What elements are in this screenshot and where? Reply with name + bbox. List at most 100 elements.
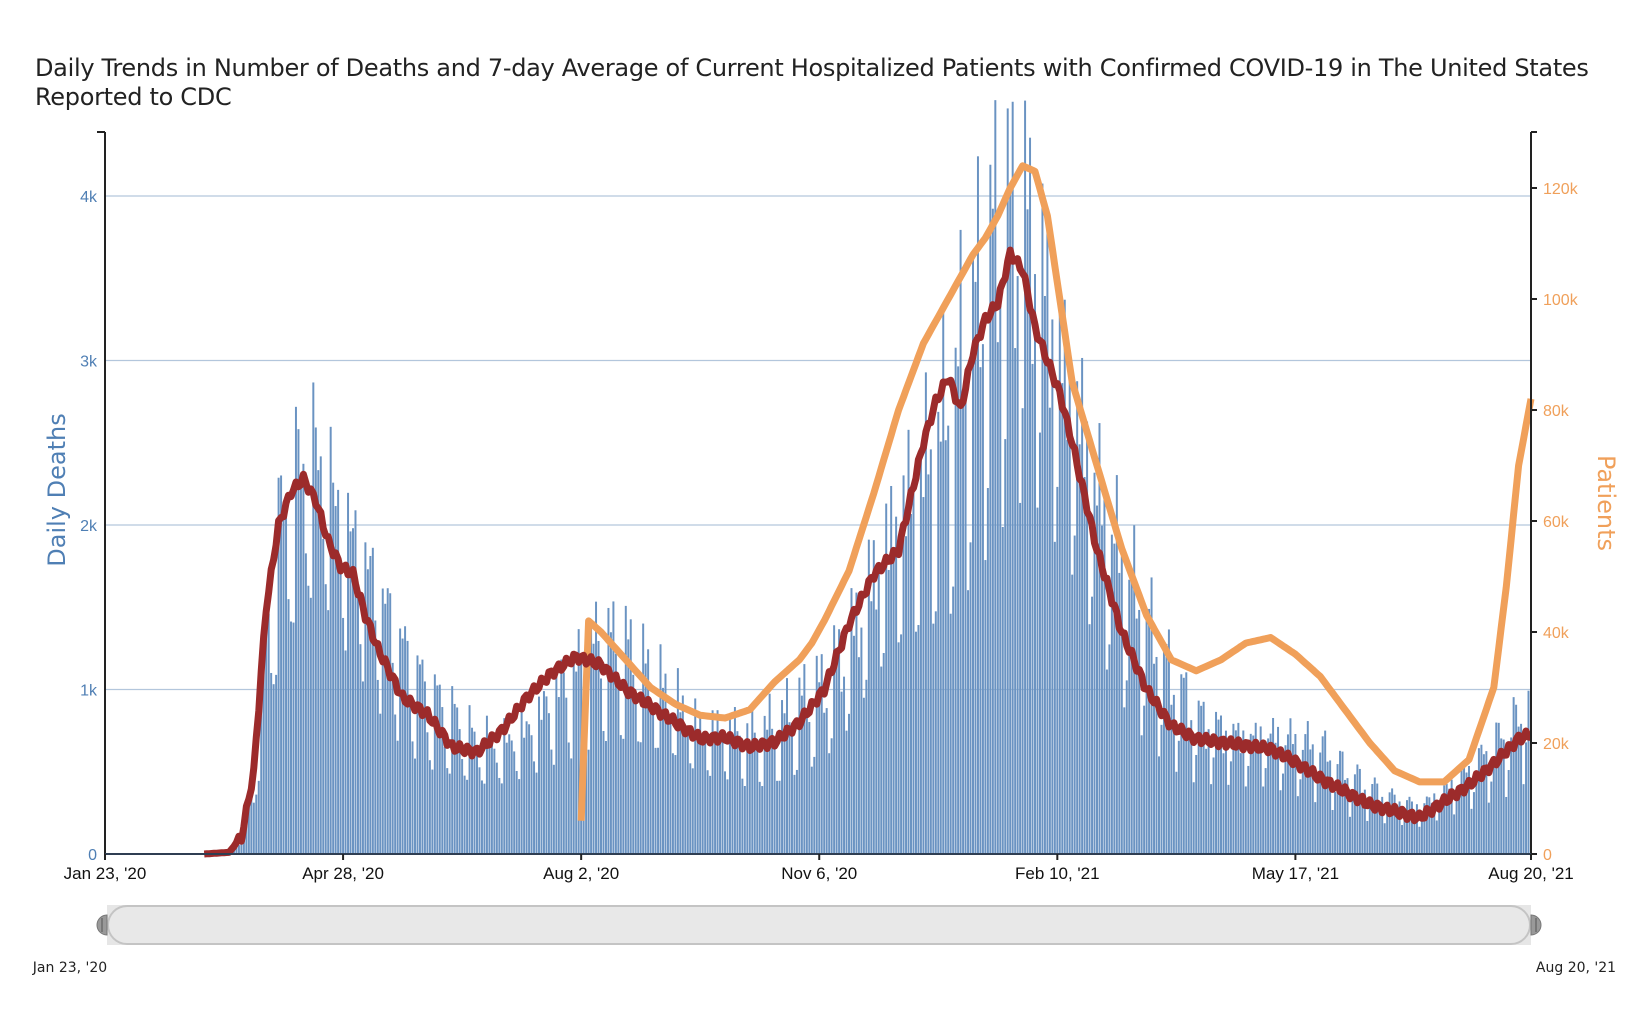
bar-daily-deaths — [1034, 274, 1036, 854]
bar-daily-deaths — [562, 672, 565, 854]
bar-daily-deaths — [270, 672, 273, 854]
bar-daily-deaths — [773, 737, 776, 854]
bar-daily-deaths — [1088, 624, 1091, 854]
bar-daily-deaths — [984, 560, 987, 854]
bar-daily-deaths — [654, 747, 657, 854]
bar-daily-deaths — [912, 478, 915, 854]
bar-daily-deaths — [567, 742, 570, 854]
bar-daily-deaths — [964, 384, 967, 854]
bar-daily-deaths — [783, 713, 786, 854]
bar-daily-deaths — [1344, 779, 1346, 854]
y-right-tick-label: 80k — [1543, 403, 1570, 420]
bar-daily-deaths — [1053, 541, 1056, 854]
bar-daily-deaths — [590, 627, 593, 854]
y-left-tick-label: 0 — [88, 847, 97, 864]
bar-daily-deaths — [684, 727, 687, 854]
bar-daily-deaths — [939, 441, 942, 854]
bar-daily-deaths — [1177, 740, 1180, 854]
bar-daily-deaths — [294, 406, 297, 854]
bar-daily-deaths — [1425, 796, 1428, 854]
bar-daily-deaths — [312, 382, 315, 854]
bar-daily-deaths — [371, 547, 374, 854]
bar-daily-deaths — [1036, 507, 1039, 854]
bar-daily-deaths — [922, 497, 925, 854]
bar-daily-deaths — [498, 777, 501, 854]
bar-daily-deaths — [778, 780, 781, 854]
bar-daily-deaths — [885, 503, 888, 854]
bar-daily-deaths — [989, 164, 992, 855]
bar-daily-deaths — [503, 718, 506, 854]
bar-daily-deaths — [629, 619, 632, 854]
bar-daily-deaths — [800, 695, 803, 854]
bar-daily-deaths — [1024, 100, 1027, 855]
bar-daily-deaths — [416, 655, 419, 854]
bar-daily-deaths — [309, 597, 312, 854]
bar-daily-deaths — [860, 627, 863, 854]
bar-daily-deaths — [282, 513, 285, 854]
bar-daily-deaths — [1242, 730, 1245, 854]
x-tick-label: Apr 28, '20 — [302, 864, 384, 883]
bar-daily-deaths — [1420, 814, 1423, 854]
bar-daily-deaths — [1227, 784, 1230, 854]
bar-daily-deaths — [1396, 808, 1399, 854]
bar-daily-deaths — [570, 758, 573, 854]
bar-daily-deaths — [453, 703, 456, 854]
bar-daily-deaths — [1304, 734, 1307, 854]
bar-daily-deaths — [790, 730, 793, 854]
bar-daily-deaths — [1339, 750, 1342, 854]
bar-daily-deaths — [1448, 788, 1451, 854]
bar-daily-deaths — [1217, 719, 1220, 854]
bar-daily-deaths — [317, 470, 320, 854]
bar-daily-deaths — [344, 650, 347, 854]
bar-daily-deaths — [1388, 792, 1391, 854]
bar-daily-deaths — [669, 720, 672, 854]
y-right-tick-label: 0 — [1543, 847, 1552, 864]
bar-daily-deaths — [252, 802, 255, 854]
range-slider-window[interactable] — [107, 905, 1531, 945]
bar-daily-deaths — [1006, 108, 1009, 855]
bar-daily-deaths — [627, 639, 630, 854]
bar-daily-deaths — [746, 723, 749, 854]
bar-daily-deaths — [1254, 722, 1257, 854]
bar-daily-deaths — [451, 686, 454, 854]
bar-daily-deaths — [788, 722, 791, 854]
bar-daily-deaths — [952, 586, 955, 854]
bar-daily-deaths — [1257, 747, 1260, 854]
bar-daily-deaths — [1252, 735, 1255, 854]
bar-daily-deaths — [342, 617, 345, 854]
bar-daily-deaths — [1237, 722, 1240, 854]
bar-daily-deaths — [1011, 101, 1014, 854]
bar-daily-deaths — [1430, 802, 1433, 854]
bar-daily-deaths — [1212, 757, 1215, 854]
bar-daily-deaths — [552, 764, 555, 854]
bar-daily-deaths — [962, 398, 965, 854]
bar-daily-deaths — [741, 778, 744, 854]
bar-daily-deaths — [808, 722, 811, 854]
bar-daily-deaths — [1138, 609, 1141, 854]
bar-daily-deaths — [488, 739, 491, 854]
bar-daily-deaths — [1222, 753, 1225, 854]
bar-daily-deaths — [473, 731, 476, 854]
bar-daily-deaths — [897, 642, 900, 854]
bar-daily-deaths — [1192, 782, 1195, 854]
bar-daily-deaths — [674, 755, 677, 854]
bar-daily-deaths — [1363, 789, 1366, 854]
bar-daily-deaths — [731, 740, 734, 854]
bar-daily-deaths — [919, 451, 922, 854]
bar-daily-deaths — [495, 762, 498, 854]
bar-daily-deaths — [820, 654, 823, 854]
bar-daily-deaths — [736, 731, 739, 854]
bar-daily-deaths — [905, 536, 908, 854]
bar-daily-deaths — [1066, 439, 1069, 854]
bar-daily-deaths — [1445, 783, 1448, 854]
y-right-tick-label: 40k — [1543, 625, 1570, 642]
bar-daily-deaths — [1455, 800, 1458, 854]
bar-daily-deaths — [709, 775, 712, 854]
range-slider[interactable]: Jan 23, '20 Aug 20, '21 — [32, 905, 1616, 976]
bar-daily-deaths — [1351, 799, 1354, 854]
bar-daily-deaths — [704, 735, 707, 854]
bar-daily-deaths — [1239, 753, 1242, 854]
bar-daily-deaths — [872, 540, 875, 854]
bar-daily-deaths — [1234, 730, 1237, 854]
bar-daily-deaths — [277, 477, 280, 854]
